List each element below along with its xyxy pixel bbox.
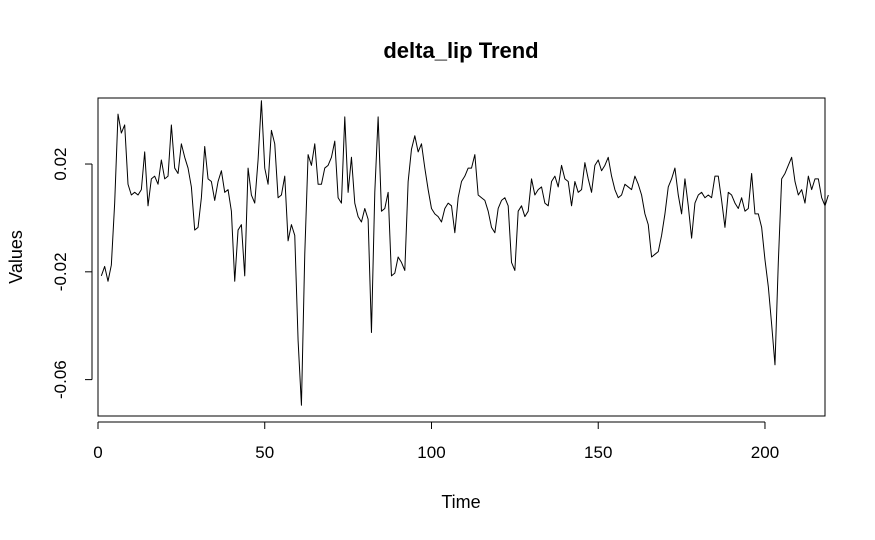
- x-axis-label: Time: [441, 492, 480, 512]
- x-tick-label: 150: [584, 443, 612, 462]
- y-tick-label: -0.06: [51, 360, 70, 399]
- x-tick-label: 100: [417, 443, 445, 462]
- y-axis-label: Values: [6, 230, 26, 284]
- series-line: [100, 100, 829, 406]
- x-tick-label: 50: [255, 443, 274, 462]
- y-tick-label: 0.02: [51, 147, 70, 180]
- x-tick-label: 0: [93, 443, 102, 462]
- chart-title: delta_lip Trend: [383, 38, 538, 63]
- series-group: [100, 100, 829, 406]
- x-axis: 0 50 100 150 200: [93, 421, 779, 462]
- y-axis: -0.06 -0.02 0.02: [51, 147, 93, 399]
- plot-frame: [97, 97, 826, 417]
- x-tick-label: 200: [751, 443, 779, 462]
- y-tick-label: -0.02: [51, 252, 70, 291]
